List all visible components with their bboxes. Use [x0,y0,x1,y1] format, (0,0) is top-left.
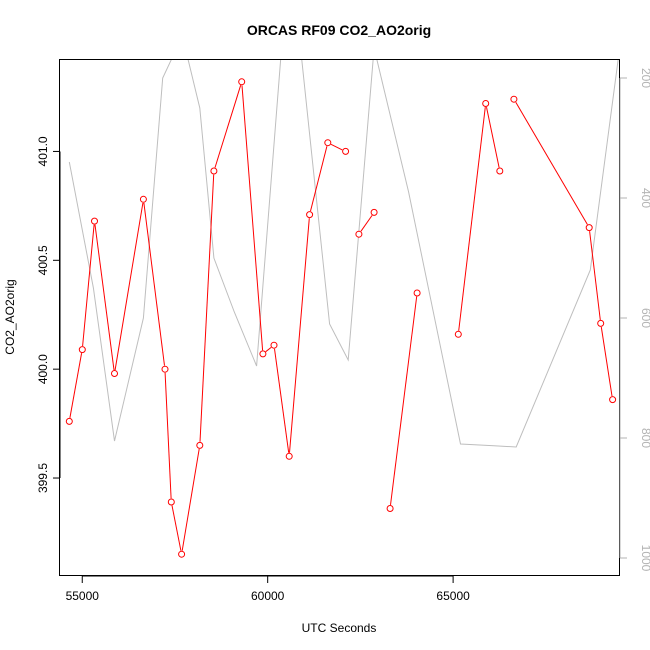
series-segment-line [265,347,272,353]
right-axis-series [68,60,619,448]
series-segment-line [199,174,215,442]
x-axis-label: UTC Seconds [302,621,377,635]
series-segment-line [310,146,328,212]
series-segment-line [600,326,613,397]
series-segment-line [82,224,95,347]
data-point [196,441,204,449]
series-segment-line [94,224,115,370]
data-point [111,370,118,377]
secondary-y-tick-label: 600 [639,308,650,328]
series-segment-line [289,218,310,453]
data-point [139,195,147,203]
secondary-y-tick-label: 200 [639,68,650,88]
x-tick-label: 65000 [436,589,470,603]
data-point [386,505,394,512]
x-tick-label: 55000 [66,589,100,603]
y-tick-label: 401.0 [36,136,50,166]
series-segment-line [458,107,486,331]
data-point [161,365,169,373]
y-tick-label: 399.5 [36,463,50,493]
series-segment-line [390,296,418,505]
series-segment-line [214,85,242,168]
series-segment-line [164,372,172,499]
data-point [454,330,462,338]
series-segment-line [114,202,144,371]
data-point [342,147,350,155]
data-point [285,452,293,460]
data-point [167,498,175,506]
data-point [482,100,490,107]
data-point [91,217,98,225]
series-segment-line [360,215,373,232]
data-point [78,346,86,354]
series-segment-line [241,85,264,351]
data-point [306,211,314,219]
data-point [413,289,421,297]
y-tick-label: 400.0 [36,354,50,384]
y-tick-label: 400.5 [36,245,50,275]
secondary-y-axis: 200 400 600 800 1000 [619,68,650,572]
data-point [210,167,218,175]
co2-series [65,78,617,558]
secondary-y-tick-label: 1000 [639,545,650,572]
x-axis: 55000 60000 65000 [66,575,470,603]
series-segment-line [330,143,343,151]
data-point [178,550,186,558]
data-point [585,224,593,232]
series-segment-line [181,448,200,551]
data-point [324,139,332,147]
data-point [597,319,605,327]
series-segment-line [171,505,182,551]
data-point [355,230,363,238]
data-point [259,350,267,358]
series-segment-line [589,231,601,320]
x-tick-label: 60000 [251,589,285,603]
data-point [270,341,278,349]
secondary-series-line [68,60,619,448]
series-segment-line [69,353,83,418]
y-axis-label: CO2_AO2orig [3,279,17,354]
chart-title: ORCAS RF09 CO2_AO2orig [247,22,431,38]
data-point [609,396,617,404]
data-point [370,208,378,216]
data-point [65,417,73,425]
data-point [496,167,504,175]
series-segment-line [143,202,165,366]
series-segment-line [515,102,588,225]
series-segment-line [486,106,500,168]
secondary-y-tick-label: 800 [639,428,650,448]
y-axis: 399.5 400.0 400.5 401.0 [36,136,61,493]
secondary-y-tick-label: 400 [639,188,650,208]
series-segment-line [274,348,290,453]
data-point [238,78,246,86]
data-point [510,95,518,103]
